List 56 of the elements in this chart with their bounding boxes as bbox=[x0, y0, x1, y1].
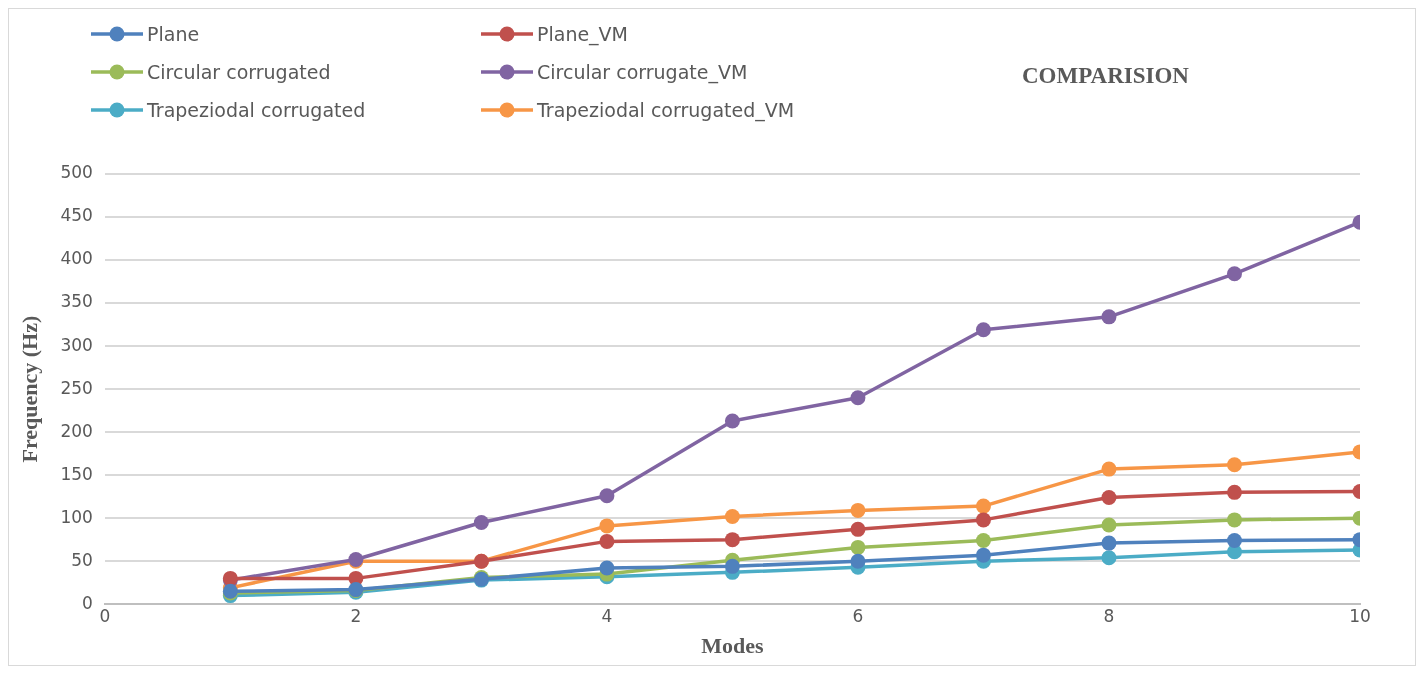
y-tick-label: 400 bbox=[60, 248, 93, 269]
point bbox=[724, 558, 740, 574]
y-tick-label: 50 bbox=[71, 549, 93, 570]
point bbox=[599, 560, 615, 576]
y-tick-label: 0 bbox=[82, 592, 93, 613]
point bbox=[724, 508, 740, 524]
point bbox=[1226, 533, 1242, 549]
x-tick-label: 2 bbox=[350, 605, 362, 626]
point bbox=[724, 413, 740, 429]
point bbox=[975, 533, 991, 549]
legend-label: Trapeziodal corrugated_VM bbox=[537, 99, 795, 121]
x-axis-title: Modes bbox=[701, 633, 765, 659]
point bbox=[850, 390, 866, 406]
y-tick-label: 450 bbox=[60, 205, 93, 226]
y-tick-label: 200 bbox=[60, 420, 93, 441]
point bbox=[1101, 550, 1117, 566]
x-tick-label: 10 bbox=[1349, 605, 1371, 626]
legend-label: Circular corrugate_VM bbox=[537, 61, 748, 83]
y-tick-label: 300 bbox=[60, 334, 93, 355]
point bbox=[1226, 457, 1242, 473]
x-tick-label: 6 bbox=[852, 605, 864, 626]
point bbox=[975, 547, 991, 563]
legend-label: Plane bbox=[147, 23, 200, 45]
x-tick-label: 8 bbox=[1103, 605, 1115, 626]
x-tick-label: 0 bbox=[99, 605, 111, 626]
point bbox=[1226, 512, 1242, 528]
chart-title: COMPARISION bbox=[1022, 63, 1189, 89]
point bbox=[599, 488, 615, 504]
point bbox=[975, 322, 991, 338]
point bbox=[850, 553, 866, 569]
point bbox=[975, 498, 991, 514]
point bbox=[599, 533, 615, 549]
y-tick-label: 500 bbox=[60, 162, 93, 183]
point bbox=[850, 502, 866, 518]
point bbox=[599, 518, 615, 534]
point bbox=[1101, 535, 1117, 551]
point bbox=[1101, 517, 1117, 533]
point bbox=[1226, 266, 1242, 282]
point bbox=[850, 539, 866, 555]
x-tick-label: 4 bbox=[601, 605, 613, 626]
y-tick-label: 350 bbox=[60, 291, 93, 312]
y-axis-title: Frequency (Hz) bbox=[16, 315, 42, 463]
point bbox=[850, 521, 866, 537]
legend-label: Trapeziodal corrugated bbox=[147, 99, 366, 121]
point bbox=[975, 512, 991, 528]
point bbox=[473, 514, 489, 530]
y-tick-label: 250 bbox=[60, 377, 93, 398]
point bbox=[1226, 484, 1242, 500]
y-tick-label: 100 bbox=[60, 506, 93, 527]
point bbox=[1101, 490, 1117, 506]
y-tick-label: 150 bbox=[60, 463, 93, 484]
legend-label: Plane_VM bbox=[537, 23, 629, 45]
legend-label: Circular corrugated bbox=[147, 61, 331, 83]
point bbox=[1101, 461, 1117, 477]
point bbox=[724, 532, 740, 548]
point bbox=[1101, 309, 1117, 325]
